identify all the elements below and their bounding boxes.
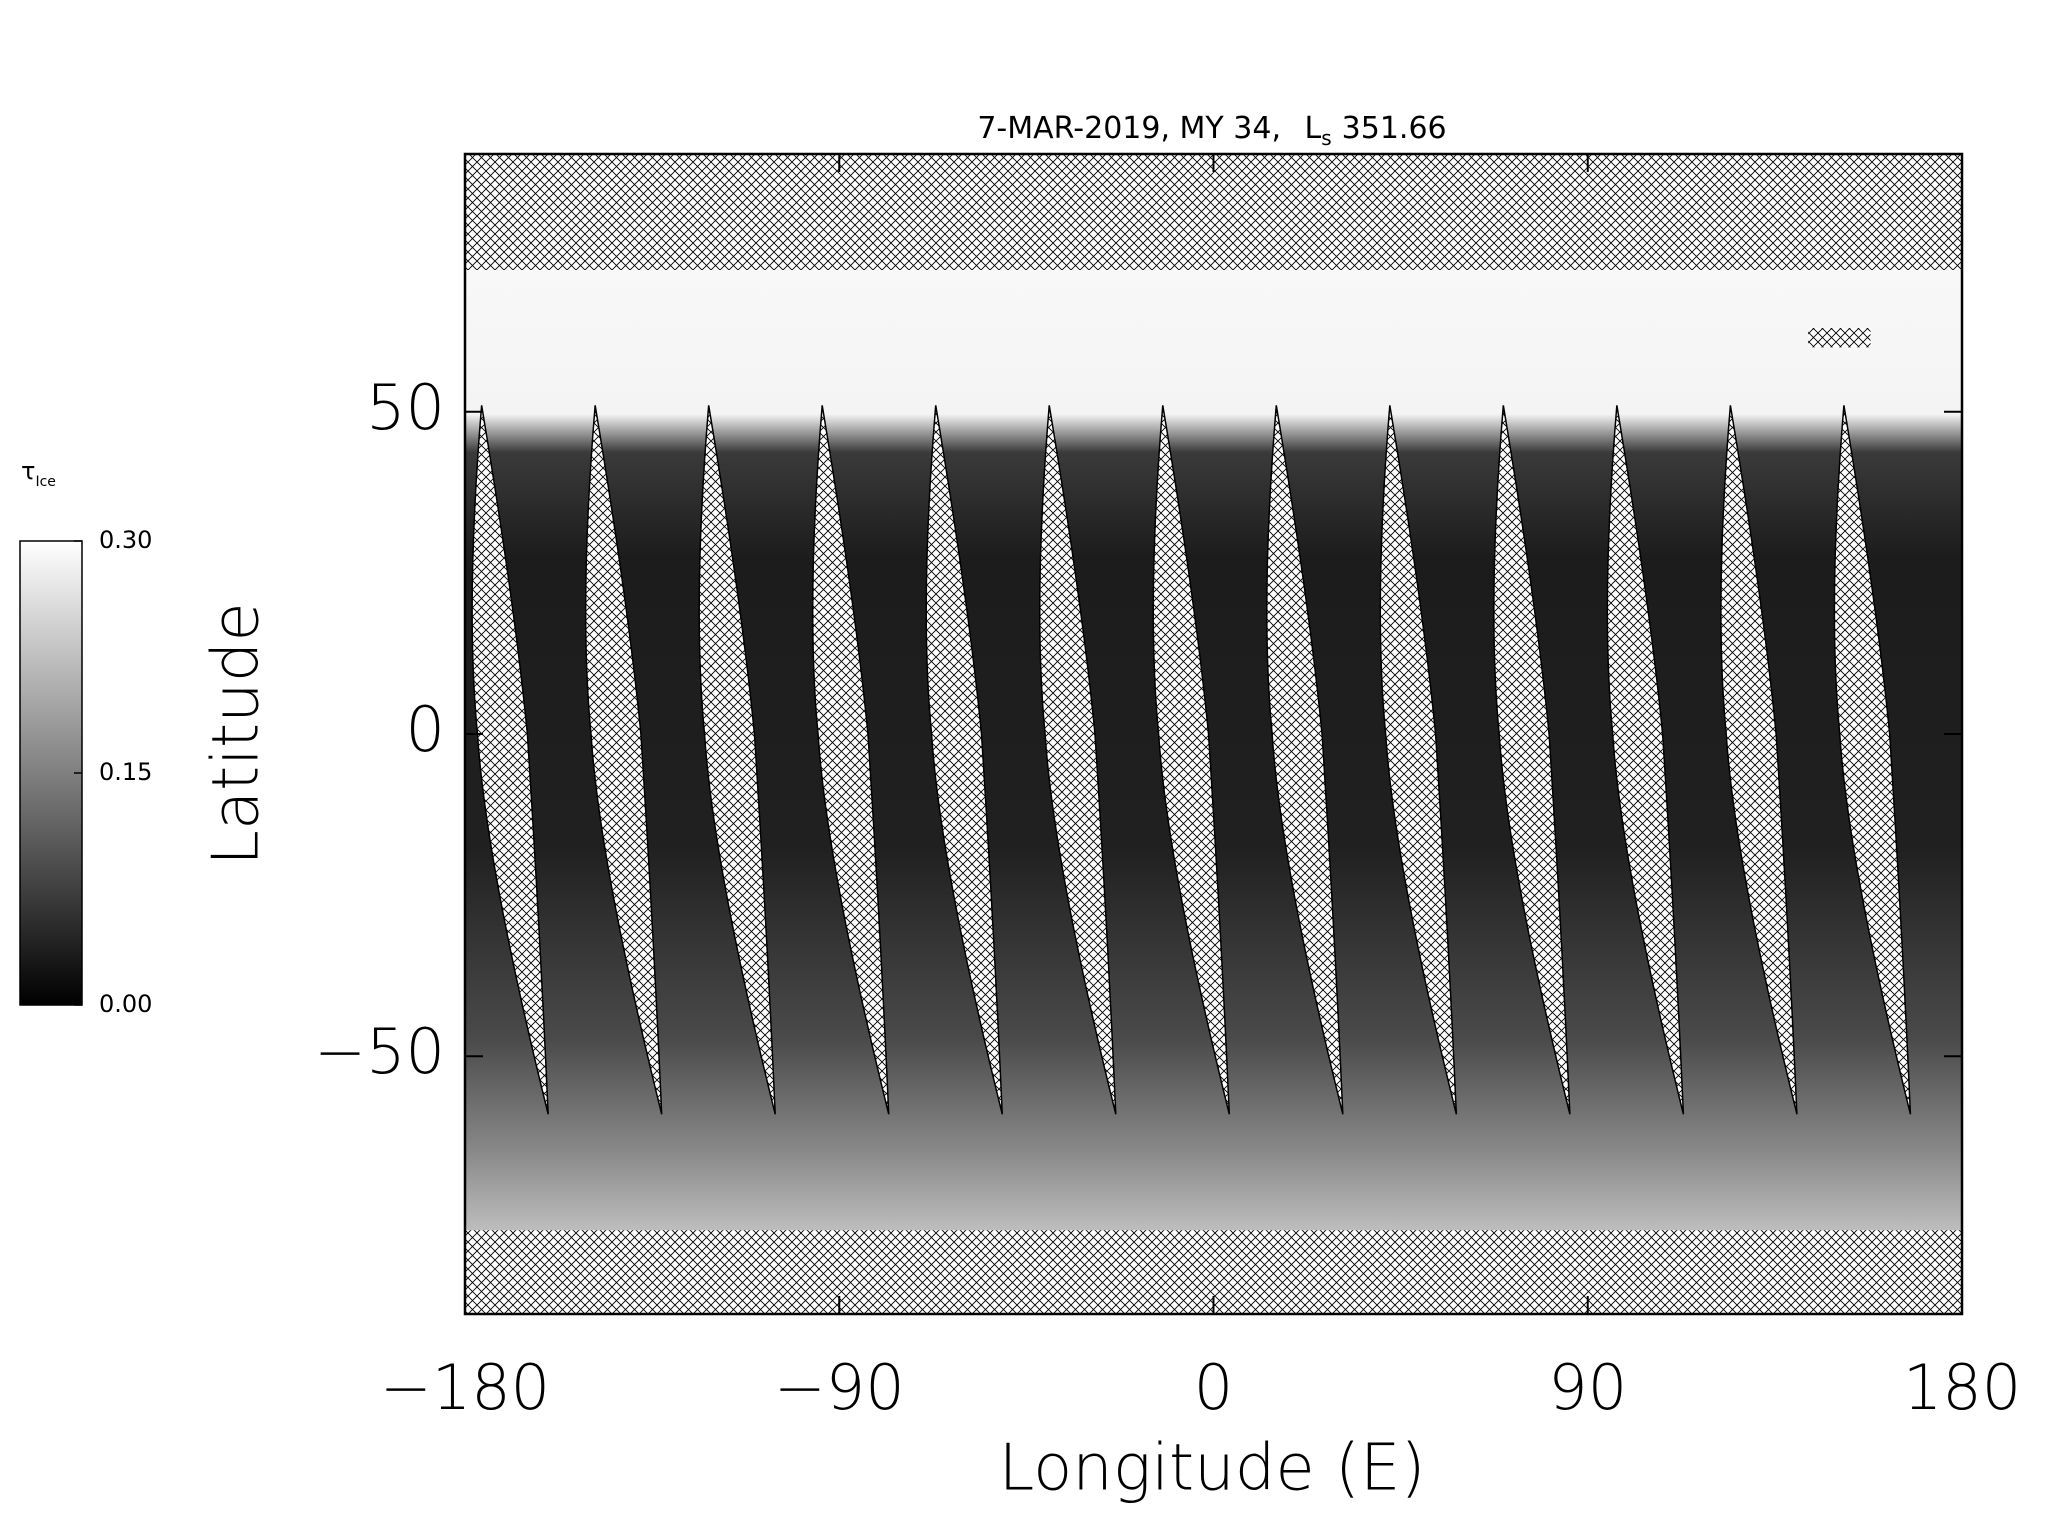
x-tick-label: −180 [380,1351,550,1424]
colorbar-tick-label: 0.30 [99,526,152,554]
swath-gap [1720,405,1798,1115]
swath-gap [811,405,890,1115]
hatch-patch [1808,328,1871,348]
x-tick-label: 90 [1548,1351,1627,1424]
y-tick-label: 50 [366,371,445,444]
swath-gap [925,405,1004,1115]
colorbar-subscript: Ice [35,474,55,490]
colorbar [19,540,83,1006]
swath-gap [1379,405,1458,1115]
swath-gap [1833,405,1912,1115]
x-axis-label: Longitude (E) [999,1432,1426,1506]
y-tick-label: −50 [314,1015,445,1088]
x-tick-label: 180 [1903,1351,2021,1424]
colorbar-tick-label: 0.00 [99,990,152,1018]
x-tick-label: 0 [1194,1351,1233,1424]
title-value: 351.66 [1342,111,1447,146]
swath-gap [584,405,663,1115]
colorbar-tick-label: 0.15 [99,758,152,786]
swath-gap [471,405,549,1115]
title-symbol-subscript: s [1321,126,1331,150]
map-image [465,154,1962,1314]
swath-gap [1606,405,1685,1115]
swath-gap [1266,405,1344,1115]
title: 7-MAR-2019, MY 34, Ls 351.66 [977,111,1446,150]
swath-gap [1152,405,1231,1115]
title-text: 7-MAR-2019, MY 34, [977,111,1281,146]
swath-gap [1038,405,1117,1115]
y-axis-label: Latitude [200,602,274,865]
title-symbol: L [1305,111,1322,146]
x-tick-label: −90 [774,1351,905,1424]
colorbar-symbol: τ [21,457,35,485]
swath-gap [1493,405,1571,1115]
y-tick-label: 0 [406,693,445,766]
colorbar-label: τIce [21,457,56,490]
swath-gap [698,405,776,1115]
